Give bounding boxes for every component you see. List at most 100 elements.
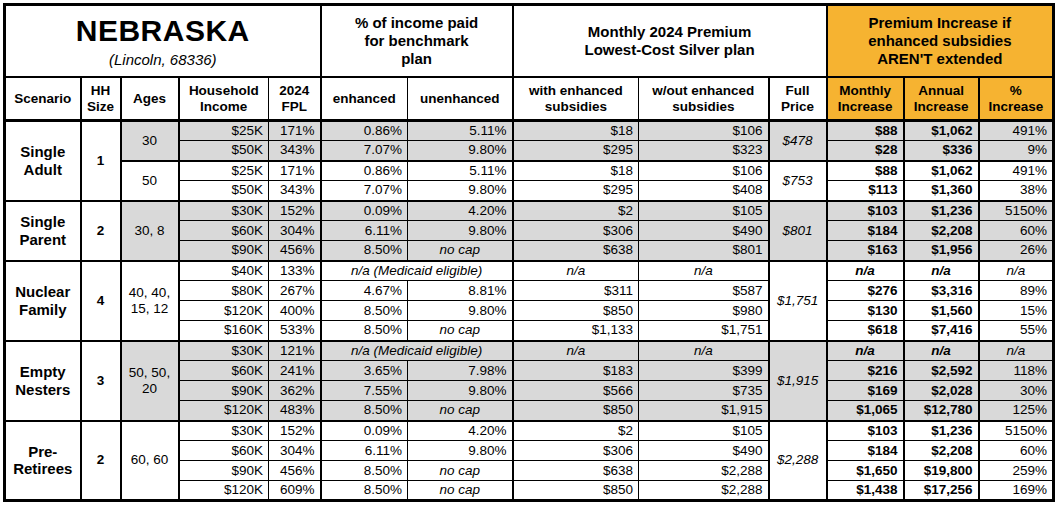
cell-ages: 50 xyxy=(121,161,179,201)
cell-ages: 40, 40, 15, 12 xyxy=(121,261,179,341)
cell-without-subsidies: $105 xyxy=(639,421,769,441)
cell-without-subsidies: $323 xyxy=(639,141,769,161)
cell-without-subsidies: $801 xyxy=(639,241,769,261)
region-header-cell: NEBRASKA (Lincoln, 68336) xyxy=(5,5,321,78)
cell-without-subsidies: $1,915 xyxy=(639,401,769,421)
cell-with-subsidies: n/a xyxy=(513,261,639,281)
cell-pct-increase: 169% xyxy=(979,481,1054,501)
cell-monthly-increase: $88 xyxy=(827,161,904,181)
cell-enhanced: 6.11% xyxy=(321,221,408,241)
cell-enhanced: 7.55% xyxy=(321,381,408,401)
cell-fpl: 343% xyxy=(269,141,321,161)
col-header-hh-size: HH Size xyxy=(81,77,121,121)
cell-pct-increase: 9% xyxy=(979,141,1054,161)
cell-enhanced: 8.50% xyxy=(321,241,408,261)
col-header-scenario: Scenario xyxy=(5,77,81,121)
cell-annual-increase: $1,236 xyxy=(904,421,979,441)
cell-medicaid-note: n/a (Medicaid eligible) xyxy=(321,341,513,361)
cell-enhanced: 8.50% xyxy=(321,301,408,321)
cell-annual-increase: $2,208 xyxy=(904,221,979,241)
cell-annual-increase: $3,316 xyxy=(904,281,979,301)
cell-income: $120K xyxy=(179,481,269,501)
cell-without-subsidies: $490 xyxy=(639,221,769,241)
col-header-ages: Ages xyxy=(121,77,179,121)
cell-without-subsidies: n/a xyxy=(639,261,769,281)
cell-hh-size: 2 xyxy=(81,201,121,261)
cell-monthly-increase: $216 xyxy=(827,361,904,381)
cell-without-subsidies: $2,288 xyxy=(639,481,769,501)
cell-unenhanced: 7.98% xyxy=(408,361,513,381)
cell-unenhanced: no cap xyxy=(408,481,513,501)
cell-enhanced: 8.50% xyxy=(321,321,408,341)
premium-table: NEBRASKA (Lincoln, 68336) % of income pa… xyxy=(3,3,1055,502)
cell-monthly-increase: $618 xyxy=(827,321,904,341)
increase-section-label: Premium Increase if enhanced subsidies A… xyxy=(847,14,1032,67)
cell-with-subsidies: $2 xyxy=(513,201,639,221)
cell-monthly-increase: $276 xyxy=(827,281,904,301)
cell-annual-increase: $19,800 xyxy=(904,461,979,481)
cell-with-subsidies: $295 xyxy=(513,141,639,161)
cell-monthly-increase: $184 xyxy=(827,441,904,461)
cell-with-subsidies: $638 xyxy=(513,461,639,481)
cell-ages: 30, 8 xyxy=(121,201,179,261)
cell-fpl: 343% xyxy=(269,181,321,201)
table-row: Nuclear Family440, 40, 15, 12$40K133%n/a… xyxy=(5,261,1054,281)
cell-full-price: $753 xyxy=(769,161,827,201)
benchmark-section-label: % of income paid for benchmark plan xyxy=(349,14,484,67)
cell-income: $120K xyxy=(179,401,269,421)
cell-without-subsidies: $587 xyxy=(639,281,769,301)
cell-pct-increase: 5150% xyxy=(979,201,1054,221)
cell-income: $60K xyxy=(179,361,269,381)
cell-annual-increase: n/a xyxy=(904,261,979,281)
table-row: Pre-Retirees260, 60$30K152%0.09%4.20%$2$… xyxy=(5,421,1054,441)
col-header-pct-increase: % Increase xyxy=(979,77,1054,121)
cell-income: $60K xyxy=(179,441,269,461)
cell-pct-increase: 30% xyxy=(979,381,1054,401)
cell-fpl: 121% xyxy=(269,341,321,361)
cell-with-subsidies: $311 xyxy=(513,281,639,301)
cell-with-subsidies: $306 xyxy=(513,441,639,461)
cell-unenhanced: no cap xyxy=(408,461,513,481)
cell-annual-increase: $2,028 xyxy=(904,381,979,401)
cell-pct-increase: 259% xyxy=(979,461,1054,481)
cell-full-price: $801 xyxy=(769,201,827,261)
cell-enhanced: 4.67% xyxy=(321,281,408,301)
cell-pct-increase: 491% xyxy=(979,161,1054,181)
cell-monthly-increase: $28 xyxy=(827,141,904,161)
cell-annual-increase: n/a xyxy=(904,341,979,361)
cell-fpl: 171% xyxy=(269,121,321,141)
cell-pct-increase: 60% xyxy=(979,221,1054,241)
cell-income: $90K xyxy=(179,381,269,401)
cell-annual-increase: $1,360 xyxy=(904,181,979,201)
cell-fpl: 152% xyxy=(269,201,321,221)
cell-unenhanced: 9.80% xyxy=(408,141,513,161)
cell-scenario: Empty Nesters xyxy=(5,341,81,421)
cell-unenhanced: 5.11% xyxy=(408,121,513,141)
cell-monthly-increase: $103 xyxy=(827,201,904,221)
cell-pct-increase: 491% xyxy=(979,121,1054,141)
column-header-row: Scenario HH Size Ages Household Income 2… xyxy=(5,77,1054,121)
col-header-monthly-increase: Monthly Increase xyxy=(827,77,904,121)
cell-pct-increase: 55% xyxy=(979,321,1054,341)
cell-income: $30K xyxy=(179,421,269,441)
cell-unenhanced: no cap xyxy=(408,321,513,341)
cell-income: $30K xyxy=(179,341,269,361)
col-header-household-income: Household Income xyxy=(179,77,269,121)
cell-unenhanced: no cap xyxy=(408,401,513,421)
title-row: NEBRASKA (Lincoln, 68336) % of income pa… xyxy=(5,5,1054,78)
table-row: Empty Nesters350, 50, 20$30K121%n/a (Med… xyxy=(5,341,1054,361)
cell-monthly-increase: $1,650 xyxy=(827,461,904,481)
cell-without-subsidies: $408 xyxy=(639,181,769,201)
cell-annual-increase: $336 xyxy=(904,141,979,161)
cell-fpl: 171% xyxy=(269,161,321,181)
cell-with-subsidies: $18 xyxy=(513,121,639,141)
cell-unenhanced: 5.11% xyxy=(408,161,513,181)
cell-full-price: $478 xyxy=(769,121,827,161)
cell-enhanced: 6.11% xyxy=(321,441,408,461)
cell-fpl: 609% xyxy=(269,481,321,501)
table-row: Single Adult130$25K171%0.86%5.11%$18$106… xyxy=(5,121,1054,141)
cell-enhanced: 3.65% xyxy=(321,361,408,381)
cell-with-subsidies: $18 xyxy=(513,161,639,181)
cell-income: $80K xyxy=(179,281,269,301)
cell-unenhanced: 9.80% xyxy=(408,301,513,321)
